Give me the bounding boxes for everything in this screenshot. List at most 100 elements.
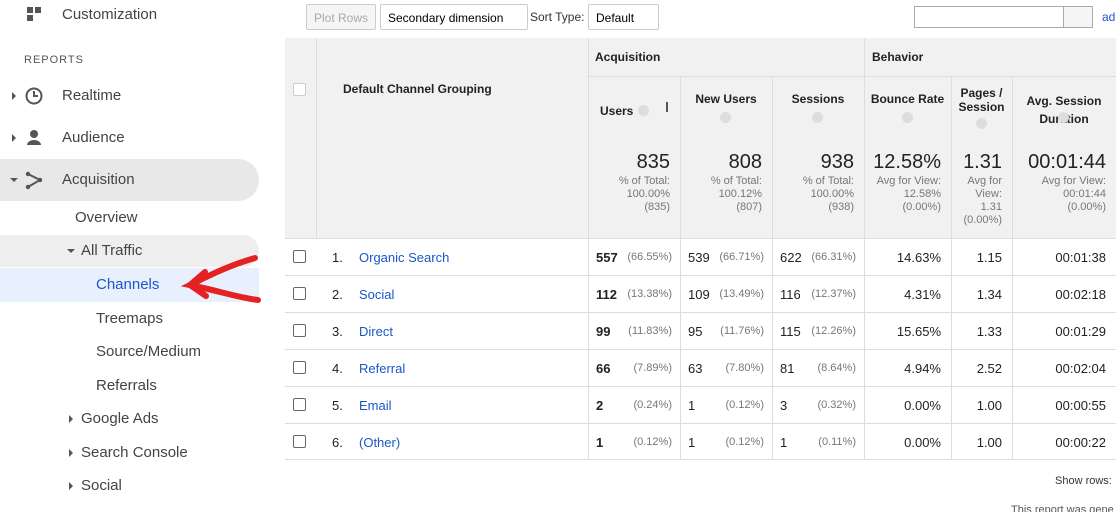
total-value: 00:01:44 xyxy=(1028,151,1106,173)
channel-link[interactable]: Email xyxy=(359,398,392,413)
sort-dropdown[interactable]: Default xyxy=(588,4,660,30)
nav-item[interactable]: Referrals xyxy=(96,377,157,394)
divider xyxy=(1012,238,1013,275)
channel-link[interactable]: Social xyxy=(359,287,395,302)
nav-item[interactable]: Overview xyxy=(75,209,138,226)
divider xyxy=(951,76,952,276)
nav-item[interactable]: Realtime xyxy=(62,87,122,104)
cell-value: 2 xyxy=(596,398,604,413)
row-checkbox[interactable] xyxy=(293,435,306,448)
divider xyxy=(951,349,952,386)
cell-value: 95 xyxy=(688,324,703,339)
cell-value: 0.00% xyxy=(904,398,941,413)
column-header[interactable]: Users xyxy=(600,104,634,118)
divider xyxy=(864,238,865,275)
divider xyxy=(1012,312,1013,349)
search-link[interactable]: ad xyxy=(1102,10,1116,24)
cell-percent: (0.12%) xyxy=(633,436,672,448)
divider xyxy=(772,76,773,276)
total-sub: 100.00% xyxy=(626,188,670,200)
channel-link[interactable]: Referral xyxy=(359,361,406,376)
divider xyxy=(1012,386,1013,423)
nav-item[interactable]: Channels xyxy=(96,276,160,293)
total-sub: 100.12% xyxy=(718,188,762,200)
search-box[interactable] xyxy=(914,6,1064,28)
nav-item[interactable]: Social xyxy=(81,477,122,494)
column-header[interactable]: Sessions xyxy=(791,92,845,106)
row-index: 3. xyxy=(332,324,343,339)
row-checkbox[interactable] xyxy=(293,361,306,374)
nav-item[interactable]: Source/Medium xyxy=(96,343,202,360)
cell-percent: (66.55%) xyxy=(627,251,672,263)
show-rows-label: Show rows: xyxy=(1055,475,1112,487)
divider xyxy=(588,386,589,423)
total-sub: % of Total: xyxy=(802,175,854,187)
total-sub: (0.00%) xyxy=(902,201,941,213)
column-header[interactable]: New Users xyxy=(695,92,757,106)
column-header[interactable]: Bounce Rate xyxy=(870,92,945,106)
cell-percent: (8.64%) xyxy=(817,362,856,374)
nav-item[interactable]: Google Ads xyxy=(81,410,159,427)
channel-link[interactable]: Direct xyxy=(359,324,393,339)
total-value: 938 xyxy=(820,151,854,173)
cell-percent: (11.83%) xyxy=(628,325,672,337)
secondary-dimension-dropdown[interactable]: Secondary dimension xyxy=(380,4,529,30)
cell-value: 115 xyxy=(780,324,801,339)
divider xyxy=(285,423,1116,424)
group-header: Acquisition xyxy=(595,50,661,64)
cell-value: 00:00:22 xyxy=(1055,435,1106,450)
divider xyxy=(951,386,952,423)
total-sub: 12.58% xyxy=(903,188,941,200)
header-checkbox[interactable] xyxy=(293,83,306,96)
cell-percent: (12.37%) xyxy=(811,288,856,300)
divider xyxy=(1012,76,1013,276)
row-checkbox[interactable] xyxy=(293,398,306,411)
divider xyxy=(951,312,952,349)
nav-active-bg xyxy=(0,159,259,201)
total-sub: % of Total: xyxy=(710,175,762,187)
total-value: 835 xyxy=(636,151,670,173)
divider xyxy=(864,275,865,312)
sort-label: Sort Type: xyxy=(530,10,585,24)
nav-item[interactable]: Customization xyxy=(62,6,158,23)
total-sub: View: xyxy=(975,188,1002,200)
divider xyxy=(680,76,681,276)
nav-item[interactable]: Acquisition xyxy=(62,171,135,188)
row-checkbox[interactable] xyxy=(293,287,306,300)
help-icon xyxy=(638,105,649,116)
divider xyxy=(680,312,681,349)
cell-value: 00:02:18 xyxy=(1055,287,1106,302)
cell-percent: (12.26%) xyxy=(811,325,856,337)
row-checkbox[interactable] xyxy=(293,250,306,263)
nav-item[interactable]: Treemaps xyxy=(96,310,163,327)
channel-link[interactable]: (Other) xyxy=(359,435,401,450)
column-header[interactable]: Pages / Session xyxy=(958,86,1005,114)
divider xyxy=(285,275,1116,276)
divider xyxy=(772,238,773,275)
total-sub: Avg for xyxy=(967,175,1002,187)
cell-percent: (0.12%) xyxy=(725,399,764,411)
help-icon xyxy=(975,118,987,129)
cell-value: 66 xyxy=(596,361,611,376)
divider xyxy=(772,349,773,386)
plot-rows-button[interactable]: Plot Rows xyxy=(306,4,377,30)
divider xyxy=(588,275,589,312)
nav-item[interactable]: Audience xyxy=(62,129,125,146)
cell-value: 1 xyxy=(688,435,696,450)
help-icon xyxy=(901,112,913,123)
row-checkbox[interactable] xyxy=(293,324,306,337)
nav-item[interactable]: Search Console xyxy=(81,444,188,461)
divider xyxy=(864,38,865,238)
channel-link[interactable]: Organic Search xyxy=(359,250,450,265)
search-button[interactable] xyxy=(1063,6,1093,28)
divider xyxy=(588,38,589,238)
total-value: 808 xyxy=(728,151,762,173)
total-sub: 00:01:44 xyxy=(1063,188,1106,200)
row-index: 2. xyxy=(332,287,343,302)
nav-item[interactable]: All Traffic xyxy=(81,242,143,259)
cell-percent: (0.11%) xyxy=(818,436,856,448)
divider xyxy=(864,349,865,386)
divider xyxy=(285,312,1116,313)
divider xyxy=(316,38,317,238)
nav-group-bg xyxy=(0,235,259,267)
